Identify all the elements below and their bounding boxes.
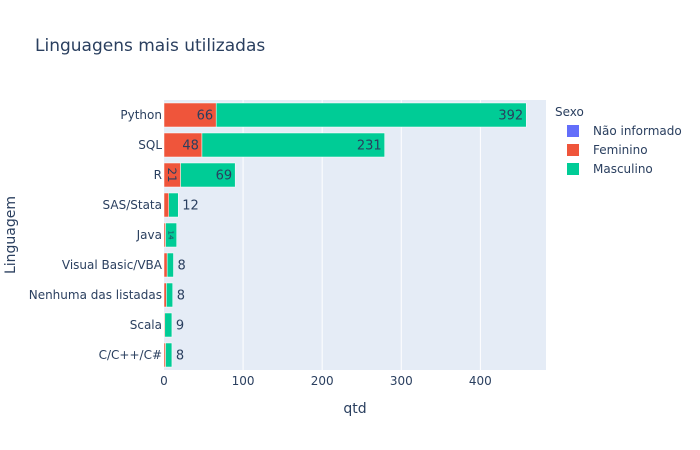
y-tick-label: Nenhuma das listadas bbox=[29, 288, 162, 302]
bar-feminino-nenhuma-das-listadas bbox=[164, 282, 167, 308]
bar-masculino-nenhuma-das-listadas bbox=[166, 282, 173, 308]
y-tick-label: C/C++/C# bbox=[99, 348, 162, 362]
bar-masculino-sql bbox=[201, 132, 385, 158]
bar-masculino-c-c-c bbox=[165, 342, 173, 368]
bar-masculino-r bbox=[180, 162, 236, 188]
bar-feminino-sas-stata bbox=[164, 192, 169, 218]
legend-title: Sexo bbox=[555, 105, 584, 119]
data-label: 14 bbox=[167, 230, 176, 240]
y-tick-label: SQL bbox=[138, 138, 162, 152]
data-label: 8 bbox=[177, 289, 185, 304]
bar-feminino-visual-basic-vba bbox=[164, 252, 168, 278]
y-axis-label: Linguagem bbox=[3, 196, 19, 274]
legend-swatch-n-o-informado bbox=[567, 125, 579, 137]
x-tick-label: 200 bbox=[311, 374, 334, 388]
legend-item-n-o-informado: Não informado bbox=[593, 124, 682, 138]
data-label: 8 bbox=[176, 349, 184, 364]
bar-masculino-scala bbox=[164, 312, 173, 338]
data-label: 12 bbox=[182, 199, 199, 214]
bar-masculino-visual-basic-vba bbox=[166, 252, 174, 278]
bars: 66 392 48 231 21 69 12 14 8 8 9 8 bbox=[164, 102, 527, 368]
x-tick-label: 300 bbox=[390, 374, 413, 388]
x-tick-label: 100 bbox=[232, 374, 255, 388]
legend-swatch-masculino bbox=[567, 163, 579, 175]
y-tick-label: R bbox=[154, 168, 162, 182]
bar-masculino-python bbox=[215, 102, 527, 128]
bar-masculino-java bbox=[165, 222, 177, 248]
data-label: 69 bbox=[216, 169, 233, 184]
data-label: 48 bbox=[182, 139, 199, 154]
legend-item-masculino: Masculino bbox=[593, 162, 653, 176]
y-tick-label: Visual Basic/VBA bbox=[62, 258, 163, 272]
legend-swatch-feminino bbox=[567, 144, 579, 156]
x-tick-label: 400 bbox=[469, 374, 492, 388]
y-tick-label: Scala bbox=[130, 318, 162, 332]
data-label: 8 bbox=[177, 259, 185, 274]
x-tick-labels: 0 100 200 300 400 bbox=[160, 374, 492, 388]
data-label: 66 bbox=[197, 109, 214, 124]
y-tick-label: Python bbox=[120, 108, 162, 122]
legend-item-feminino: Feminino bbox=[593, 143, 648, 157]
chart-title: Linguagens mais utilizadas bbox=[35, 36, 265, 56]
x-tick-label: 0 bbox=[160, 374, 168, 388]
bar-masculino-sas-stata bbox=[168, 192, 179, 218]
y-tick-label: Java bbox=[136, 228, 162, 242]
data-label: 231 bbox=[357, 139, 382, 154]
y-tick-labels: Python SQL R SAS/Stata Java Visual Basic/VBA N… bbox=[29, 108, 163, 362]
legend: Sexo Não informado Feminino Masculino bbox=[555, 105, 682, 176]
x-axis-label: qtd bbox=[343, 401, 366, 417]
y-tick-label: SAS/Stata bbox=[103, 198, 162, 212]
data-label: 21 bbox=[165, 168, 179, 183]
data-label: 392 bbox=[498, 109, 523, 124]
data-label: 9 bbox=[176, 319, 184, 334]
